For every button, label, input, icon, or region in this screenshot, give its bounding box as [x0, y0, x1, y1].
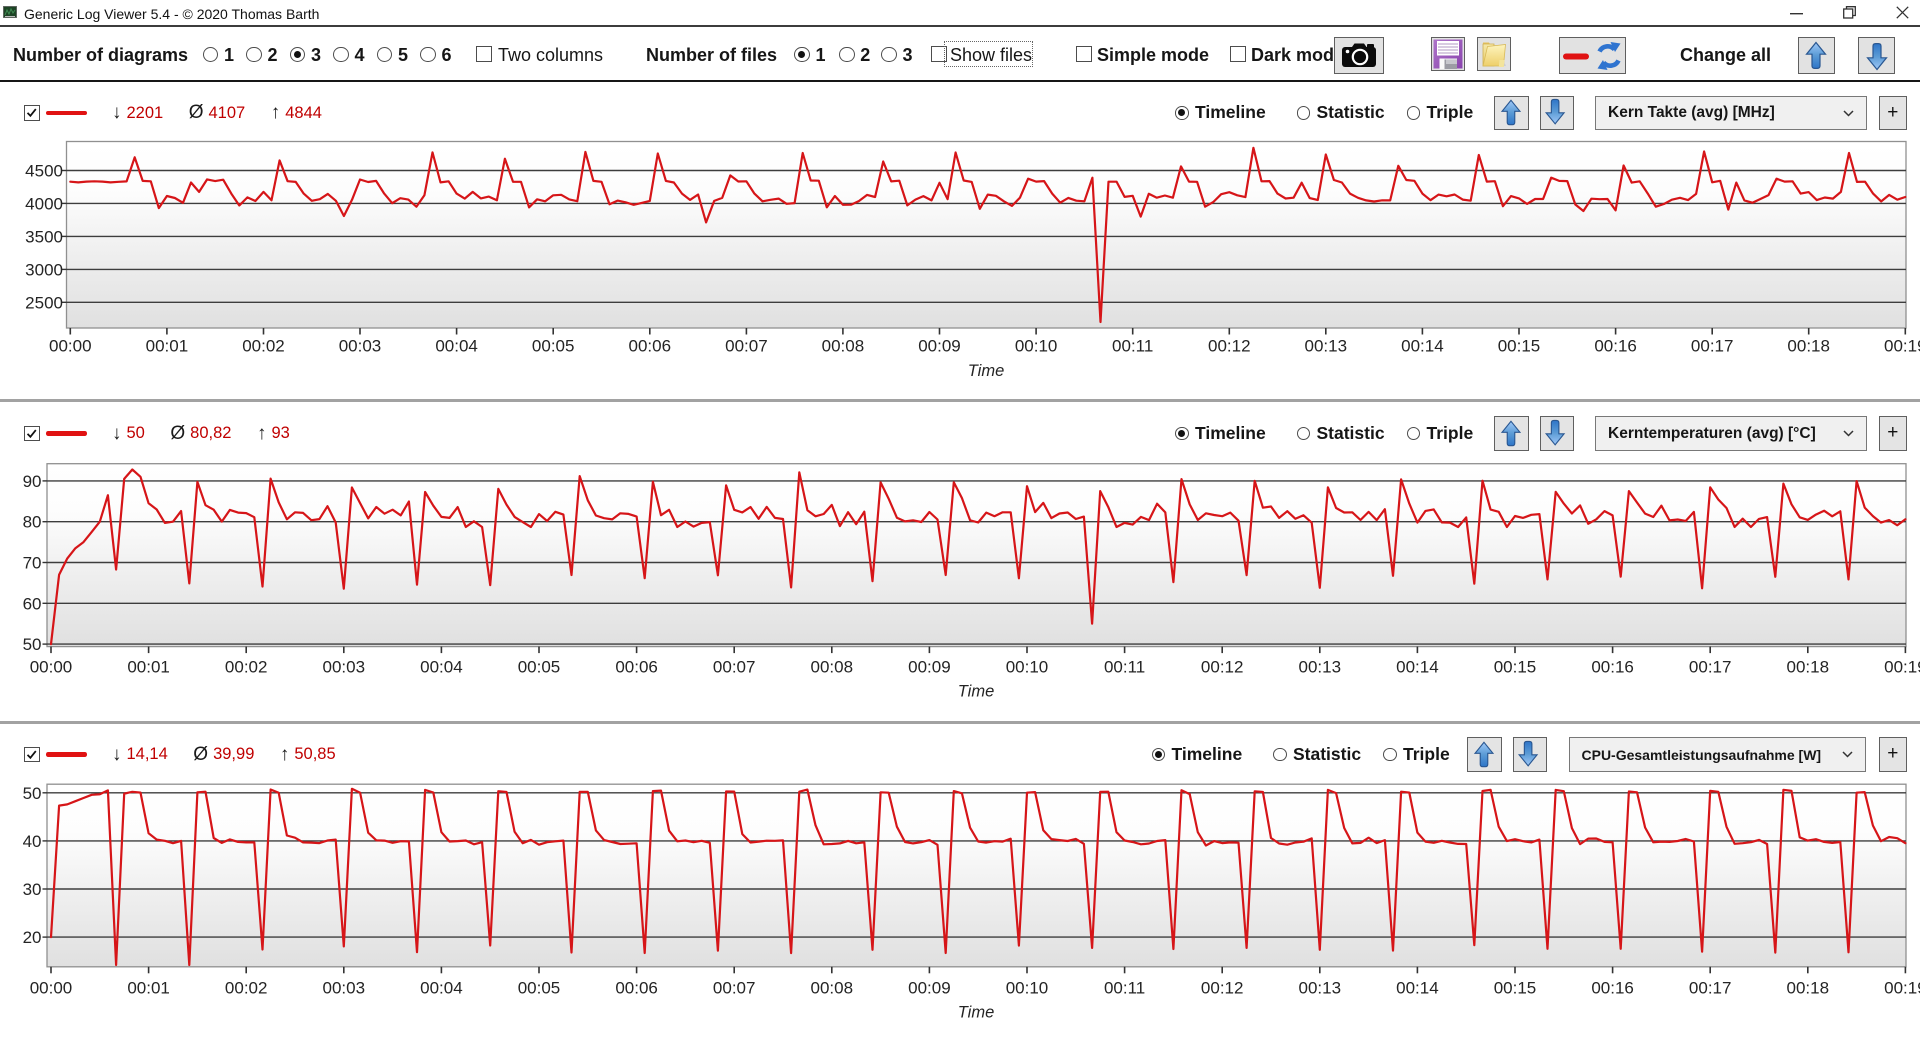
- svg-text:00:09: 00:09: [908, 979, 951, 998]
- svg-text:00:07: 00:07: [713, 658, 756, 677]
- svg-text:00:01: 00:01: [127, 658, 170, 677]
- svg-text:00:09: 00:09: [918, 337, 961, 356]
- svg-text:00:15: 00:15: [1498, 337, 1541, 356]
- svg-text:60: 60: [23, 594, 42, 613]
- svg-text:00:15: 00:15: [1494, 979, 1537, 998]
- svg-text:00:17: 00:17: [1689, 979, 1732, 998]
- svg-text:00:07: 00:07: [725, 337, 768, 356]
- svg-text:00:11: 00:11: [1112, 337, 1153, 356]
- svg-text:00:16: 00:16: [1591, 979, 1634, 998]
- svg-text:Time: Time: [958, 1004, 995, 1022]
- svg-text:00:05: 00:05: [532, 337, 575, 356]
- svg-text:Time: Time: [968, 362, 1005, 380]
- svg-text:00:03: 00:03: [339, 337, 382, 356]
- svg-text:00:19: 00:19: [1884, 337, 1920, 356]
- svg-text:00:09: 00:09: [908, 658, 951, 677]
- svg-text:70: 70: [23, 554, 42, 573]
- svg-text:00:06: 00:06: [615, 979, 658, 998]
- svg-text:00:18: 00:18: [1787, 979, 1830, 998]
- svg-text:00:01: 00:01: [146, 337, 189, 356]
- svg-text:00:06: 00:06: [629, 337, 672, 356]
- svg-text:50: 50: [23, 635, 42, 654]
- svg-text:4500: 4500: [25, 162, 63, 181]
- svg-text:00:04: 00:04: [420, 658, 463, 677]
- svg-text:00:15: 00:15: [1494, 658, 1537, 677]
- svg-text:20: 20: [23, 928, 42, 947]
- svg-text:00:17: 00:17: [1689, 658, 1732, 677]
- svg-text:00:05: 00:05: [518, 979, 561, 998]
- svg-text:00:03: 00:03: [323, 979, 366, 998]
- svg-text:00:13: 00:13: [1299, 658, 1342, 677]
- svg-text:00:10: 00:10: [1006, 979, 1049, 998]
- svg-text:00:02: 00:02: [242, 337, 285, 356]
- svg-text:00:06: 00:06: [615, 658, 658, 677]
- svg-text:00:03: 00:03: [323, 658, 366, 677]
- svg-text:50: 50: [23, 784, 42, 803]
- svg-text:00:13: 00:13: [1299, 979, 1342, 998]
- svg-text:00:12: 00:12: [1208, 337, 1251, 356]
- svg-text:00:02: 00:02: [225, 658, 268, 677]
- svg-text:00:00: 00:00: [30, 658, 73, 677]
- svg-text:00:19: 00:19: [1884, 658, 1920, 677]
- svg-text:00:04: 00:04: [420, 979, 463, 998]
- svg-text:00:12: 00:12: [1201, 658, 1244, 677]
- svg-text:3500: 3500: [25, 227, 63, 246]
- svg-text:90: 90: [23, 472, 42, 491]
- svg-text:00:13: 00:13: [1305, 337, 1348, 356]
- svg-text:00:00: 00:00: [30, 979, 73, 998]
- svg-text:30: 30: [23, 880, 42, 899]
- svg-text:00:10: 00:10: [1015, 337, 1058, 356]
- svg-text:00:00: 00:00: [49, 337, 92, 356]
- svg-text:Time: Time: [958, 683, 995, 701]
- svg-text:00:08: 00:08: [811, 979, 854, 998]
- svg-text:00:18: 00:18: [1787, 337, 1830, 356]
- svg-text:00:08: 00:08: [811, 658, 854, 677]
- svg-text:00:12: 00:12: [1201, 979, 1244, 998]
- svg-text:00:11: 00:11: [1104, 658, 1145, 677]
- svg-text:00:17: 00:17: [1691, 337, 1734, 356]
- svg-text:00:10: 00:10: [1006, 658, 1049, 677]
- svg-text:2500: 2500: [25, 293, 63, 312]
- svg-text:00:14: 00:14: [1396, 979, 1439, 998]
- svg-text:00:16: 00:16: [1594, 337, 1637, 356]
- svg-text:00:16: 00:16: [1591, 658, 1634, 677]
- svg-text:00:11: 00:11: [1104, 979, 1145, 998]
- svg-text:40: 40: [23, 832, 42, 851]
- svg-text:00:04: 00:04: [435, 337, 478, 356]
- svg-text:00:14: 00:14: [1396, 658, 1439, 677]
- svg-text:4000: 4000: [25, 194, 63, 213]
- svg-text:00:05: 00:05: [518, 658, 561, 677]
- svg-text:00:18: 00:18: [1787, 658, 1830, 677]
- svg-text:00:02: 00:02: [225, 979, 268, 998]
- svg-text:00:19: 00:19: [1884, 979, 1920, 998]
- svg-text:3000: 3000: [25, 260, 63, 279]
- svg-text:00:14: 00:14: [1401, 337, 1444, 356]
- svg-text:00:01: 00:01: [127, 979, 170, 998]
- svg-text:00:07: 00:07: [713, 979, 756, 998]
- svg-text:80: 80: [23, 513, 42, 532]
- svg-text:00:08: 00:08: [822, 337, 865, 356]
